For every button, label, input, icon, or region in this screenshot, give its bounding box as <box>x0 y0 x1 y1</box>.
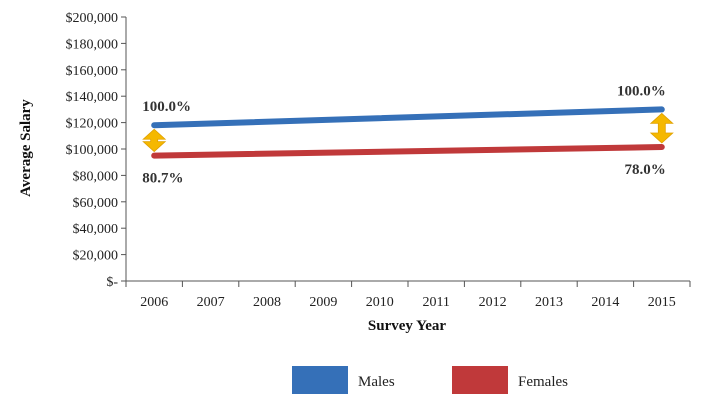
legend-label-females: Females <box>518 374 568 390</box>
legend-label-males: Males <box>358 374 395 390</box>
legend-swatch-males <box>292 366 348 394</box>
legend-swatch-females <box>452 366 508 394</box>
y-tick-label: $180,000 <box>66 37 119 52</box>
y-tick-label: $160,000 <box>66 64 119 79</box>
x-tick-label: 2012 <box>479 295 507 310</box>
y-tick-label: $120,000 <box>66 117 119 132</box>
x-axis-title: Survey Year <box>368 318 447 334</box>
data-labels: 100.0% 80.7% 100.0% 78.0% <box>142 83 666 186</box>
y-tick-label: $80,000 <box>73 169 119 184</box>
gap-arrows <box>142 112 674 153</box>
x-tick-label: 2009 <box>309 295 337 310</box>
x-tick-label: 2007 <box>197 295 225 310</box>
x-tick-label: 2006 <box>140 295 168 310</box>
x-tick-label: 2008 <box>253 295 281 310</box>
y-tick-label: $140,000 <box>66 90 119 105</box>
y-tick-label: $100,000 <box>66 143 119 158</box>
series-line-females <box>151 144 665 159</box>
data-label: 78.0% <box>625 162 666 178</box>
gap-arrow-2006 <box>142 128 167 153</box>
data-label: 80.7% <box>142 171 183 187</box>
x-tick-label: 2013 <box>535 295 563 310</box>
x-tick-label: 2015 <box>648 295 676 310</box>
y-tick-label: $20,000 <box>73 249 119 264</box>
series-line-males <box>151 106 665 129</box>
data-label: 100.0% <box>142 99 191 115</box>
y-axis: $- $20,000 $40,000 $60,000 $80,000 $100,000 $1… <box>66 11 127 290</box>
y-axis-title: Average Salary <box>18 99 34 197</box>
series-lines <box>151 106 665 159</box>
data-label: 100.0% <box>617 83 666 99</box>
x-tick-label: 2014 <box>591 295 619 310</box>
x-tick-label: 2010 <box>366 295 394 310</box>
x-tick-label: 2011 <box>422 295 449 310</box>
gap-arrow-2015 <box>649 112 674 144</box>
y-tick-label: $- <box>106 275 118 290</box>
y-tick-label: $200,000 <box>66 11 119 26</box>
x-axis: 2006 2007 2008 2009 2010 2011 2012 2013 2014 2015 <box>125 280 691 310</box>
legend: Males Females <box>292 366 568 394</box>
y-tick-label: $40,000 <box>73 222 119 237</box>
y-tick-label: $60,000 <box>73 196 119 211</box>
